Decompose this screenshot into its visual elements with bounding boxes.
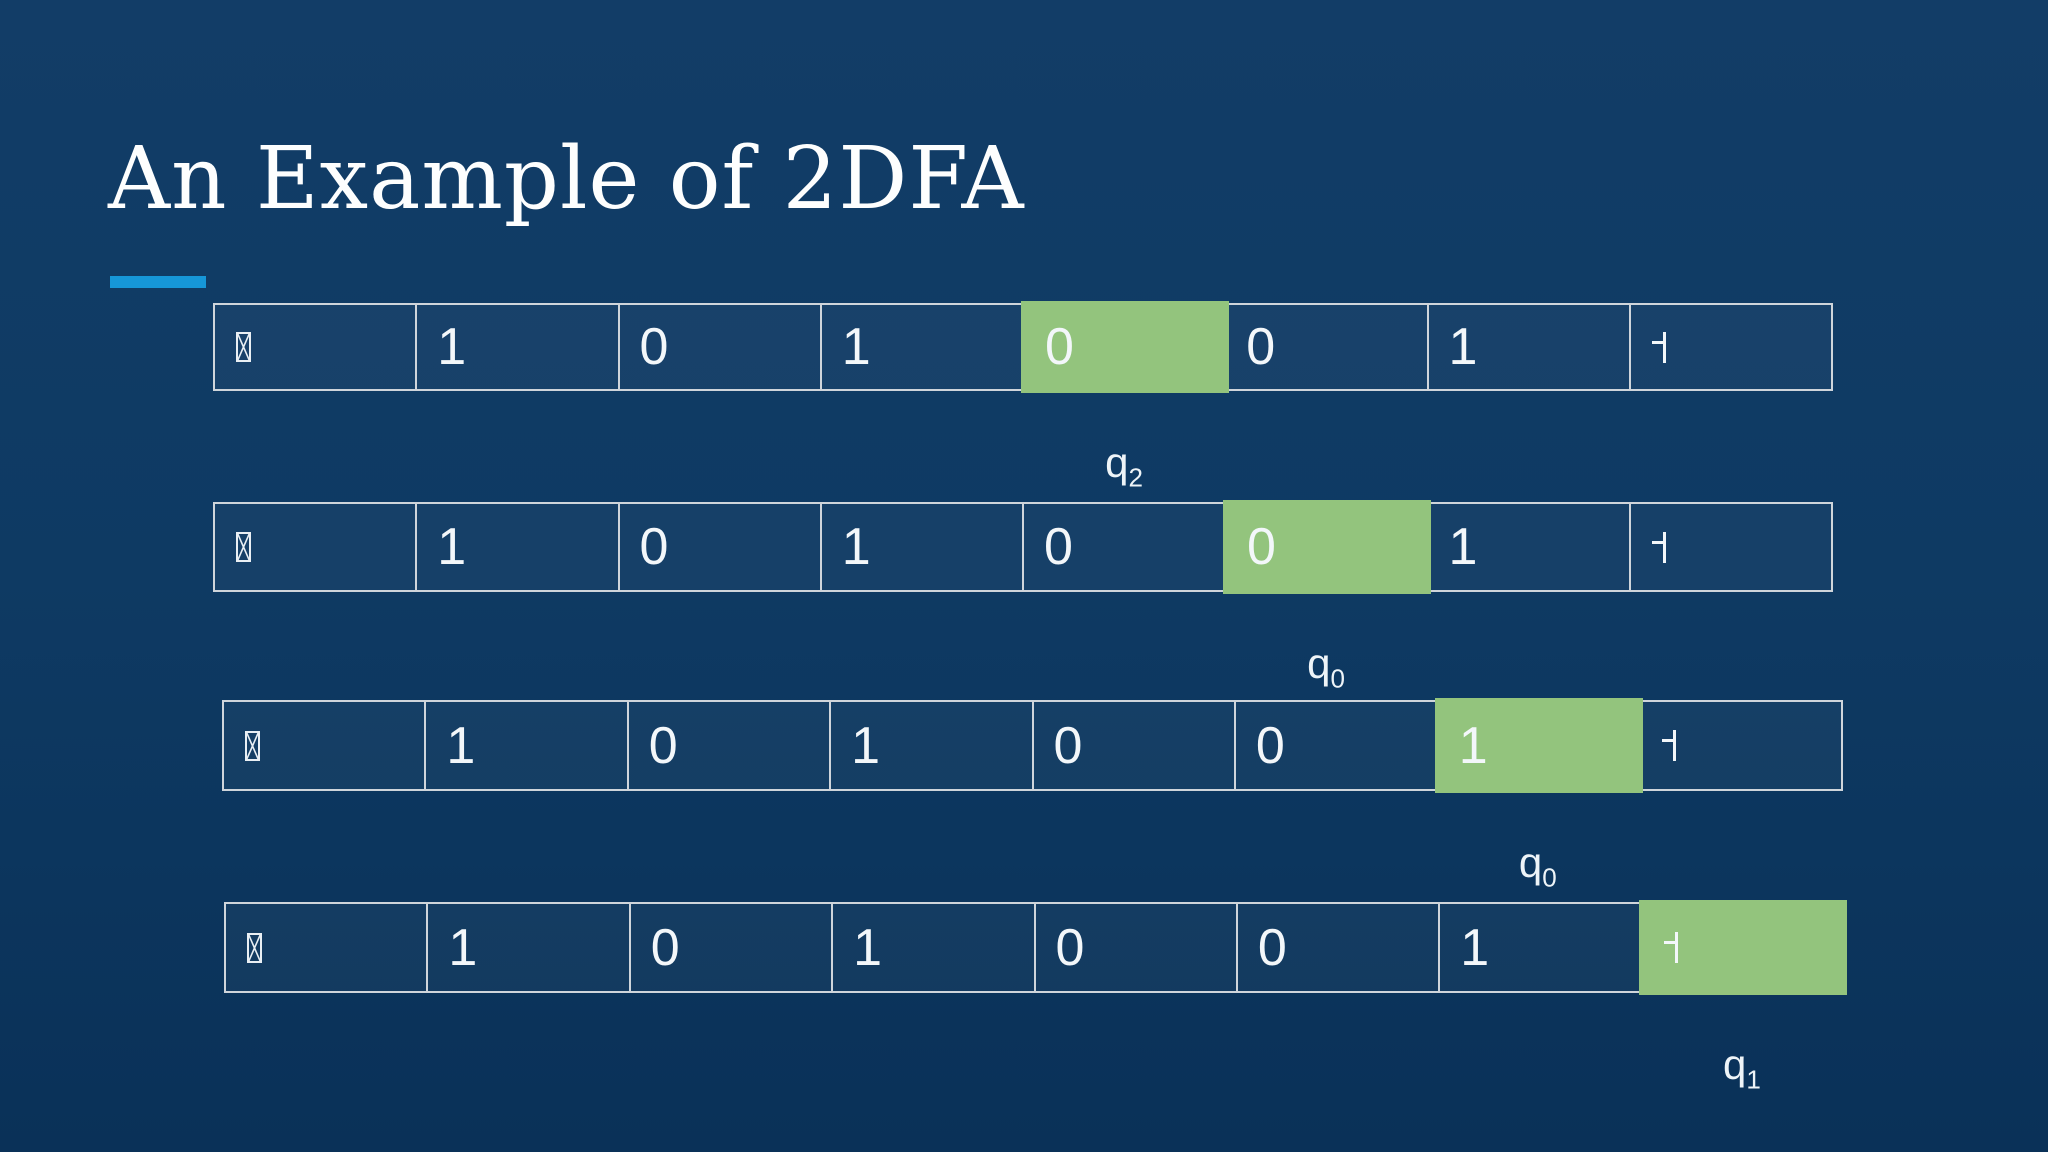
tape-cell: 0 <box>629 702 832 789</box>
state-name: q <box>1518 839 1543 886</box>
title-accent-bar <box>110 276 206 288</box>
tape-cell: 1 <box>822 305 1024 389</box>
right-endmarker-icon <box>1651 331 1666 363</box>
state-label: q0 <box>1307 640 1345 692</box>
tape-cell <box>1641 702 1841 789</box>
tape-cell: 0 <box>620 504 822 590</box>
tape-symbol: 0 <box>1257 918 1287 977</box>
tape-row-4: 1 0 1 0 0 1 <box>224 900 1847 995</box>
tape-symbol: 0 <box>639 318 669 376</box>
tape-symbol: 0 <box>1255 716 1285 775</box>
tape-cells: 1 0 1 0 0 1 <box>226 904 1843 991</box>
state-name: q <box>1105 439 1129 486</box>
tape-row-2: 1 0 1 0 1 0 <box>213 500 1833 594</box>
tape-symbol: 0 <box>1045 318 1074 376</box>
tape-cell: 0 <box>1238 904 1441 991</box>
tape-head-cell: 1 <box>1434 698 1643 793</box>
state-label: q2 <box>1105 439 1143 491</box>
tape-symbol: 0 <box>1053 716 1083 775</box>
tape-cell: 0 <box>1036 904 1238 991</box>
tape-symbol: 0 <box>648 716 678 775</box>
tape-cell: 0 <box>1236 702 1439 789</box>
missing-glyph-icon <box>245 730 260 761</box>
state-subscript: 1 <box>1746 1064 1761 1095</box>
tape-cell: 0 <box>1034 702 1236 789</box>
tape-cell: 1 <box>831 702 1034 789</box>
tape-symbol: 1 <box>841 518 871 576</box>
tape-cell: 1 <box>426 702 629 789</box>
tape-symbol: 0 <box>639 518 669 576</box>
state-name: q <box>1307 640 1331 687</box>
tape-cells: 1 0 1 0 0 <box>224 702 1841 789</box>
tape-symbol: 1 <box>851 716 881 775</box>
tape-symbol: 0 <box>1247 518 1276 576</box>
right-endmarker-icon <box>1661 730 1676 761</box>
missing-glyph-icon <box>236 332 251 362</box>
tape-symbol: 1 <box>853 918 883 977</box>
right-endmarker-icon <box>1651 531 1666 563</box>
right-endmarker-icon <box>1663 932 1678 963</box>
tape-symbol: 0 <box>1246 318 1276 376</box>
tape-row-1: 1 0 1 0 1 0 <box>213 301 1833 393</box>
state-label: q0 <box>1518 839 1557 891</box>
tape-symbol: 1 <box>1448 318 1478 376</box>
tape-symbol: 0 <box>1044 518 1073 576</box>
tape-symbol: 1 <box>448 918 478 977</box>
tape-symbol: 0 <box>1055 918 1085 977</box>
tape-symbol: 1 <box>1460 918 1490 977</box>
tape-head-cell: 0 <box>1021 301 1229 393</box>
state-name: q <box>1723 1041 1747 1088</box>
tape-row-3: 1 0 1 0 0 1 <box>222 698 1843 793</box>
tape-symbol: 1 <box>437 518 467 576</box>
tape-cell <box>215 305 418 389</box>
missing-glyph-icon <box>247 932 262 963</box>
state-label: q1 <box>1723 1041 1761 1093</box>
tape-cell: 1 <box>417 504 620 590</box>
tape-cell: 1 <box>822 504 1024 590</box>
tape-cell: 0 <box>631 904 834 991</box>
tape-cell: 0 <box>1226 305 1429 389</box>
tape-cell: 1 <box>428 904 631 991</box>
state-subscript: 0 <box>1542 862 1557 893</box>
tape-head-cell <box>1638 900 1847 995</box>
tape-symbol: 1 <box>437 318 467 376</box>
tape-cell: 1 <box>833 904 1036 991</box>
tape-cell: 0 <box>620 305 822 389</box>
tape-cell <box>1631 504 1831 590</box>
tape-symbol: 1 <box>841 318 871 376</box>
tape-cell: 1 <box>1440 904 1643 991</box>
slide-title: An Example of 2DFA <box>108 129 1025 229</box>
tape-head-cell: 0 <box>1223 500 1431 594</box>
tape-cell: 1 <box>1429 504 1631 590</box>
tape-cell <box>224 702 427 789</box>
tape-cells: 1 0 1 0 1 <box>215 305 1831 389</box>
missing-glyph-icon <box>236 532 251 562</box>
tape-cells: 1 0 1 0 1 <box>215 504 1831 590</box>
tape-symbol: 1 <box>446 716 476 775</box>
state-subscript: 0 <box>1330 663 1345 694</box>
tape-symbol: 1 <box>1458 716 1488 775</box>
tape-symbol: 1 <box>1448 518 1478 576</box>
state-subscript: 2 <box>1128 462 1143 493</box>
tape-cell <box>1631 305 1831 389</box>
tape-cell: 1 <box>417 305 620 389</box>
tape-cell: 0 <box>1024 504 1227 590</box>
tape-cell <box>215 504 418 590</box>
tape-cell: 1 <box>1429 305 1631 389</box>
tape-cell <box>226 904 429 991</box>
tape-symbol: 0 <box>650 918 680 977</box>
